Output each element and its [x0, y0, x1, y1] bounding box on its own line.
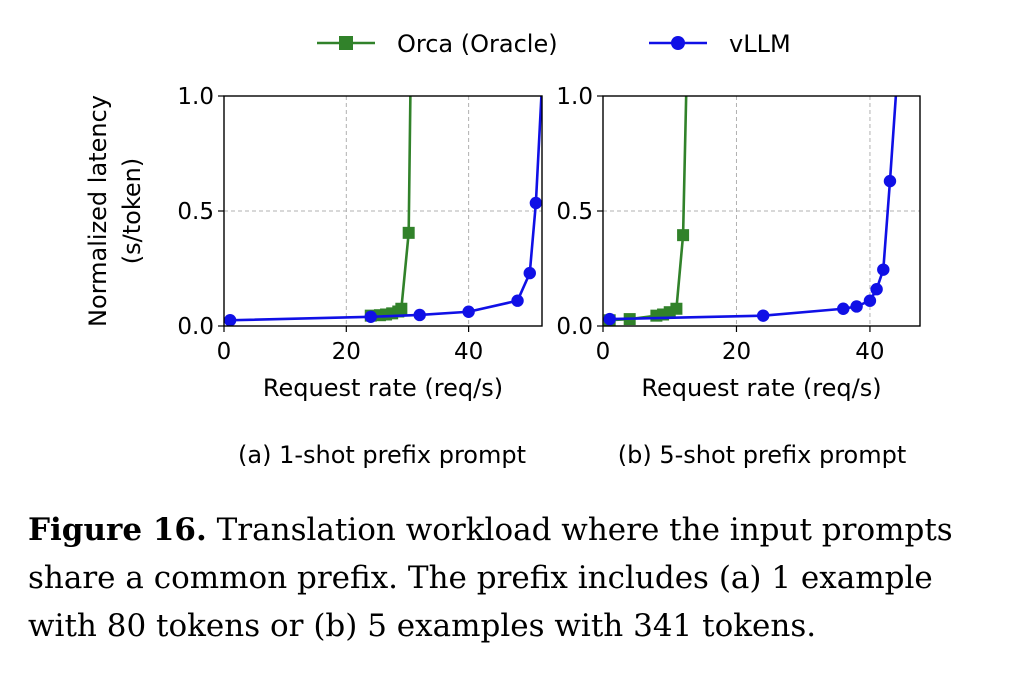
x-tick-label: 0	[217, 339, 232, 365]
legend-item-orca-oracle: Orca (Oracle)	[317, 30, 558, 58]
series-line-vllm	[609, 96, 898, 321]
x-tick-label: 40	[454, 339, 483, 365]
data-point-square	[670, 302, 683, 315]
y-tick-label: 1.0	[556, 84, 593, 110]
x-tick-label: 40	[855, 339, 884, 365]
series-line-orca-oracle	[370, 96, 412, 317]
plot-frame	[223, 95, 543, 327]
figure-caption: Figure 16. Translation workload where th…	[28, 506, 998, 650]
data-point-circle	[850, 300, 863, 313]
data-point-square	[680, 79, 692, 91]
caption-text: Translation workload where the input pro…	[28, 512, 953, 644]
y-tick-label: 0.0	[177, 314, 214, 340]
data-point-square	[405, 79, 417, 91]
x-tick-label: 20	[332, 339, 361, 365]
series-vllm	[224, 78, 548, 326]
data-point-square	[402, 226, 415, 239]
x-tick-label: 0	[596, 339, 611, 365]
legend-marker-circle	[671, 36, 685, 50]
x-tick-label: 20	[722, 339, 751, 365]
chart-panel-b: 0 20 40 0.0 0.5 1.0 Request rate (req/s) (b) 5-…	[556, 78, 921, 469]
y-tick-label: 0.5	[556, 199, 593, 225]
data-point-circle	[890, 78, 902, 90]
data-point-circle	[364, 310, 377, 323]
figure: Orca (Oracle) vLLM 0 20 40 0.0 0.5 1.0 Request …	[84, 30, 921, 469]
legend-label: vLLM	[729, 30, 791, 58]
subcaption-b: (b) 5-shot prefix prompt	[618, 441, 907, 469]
x-axis-label: Request rate (req/s)	[263, 374, 503, 402]
figure-label: Figure 16.	[28, 512, 207, 548]
data-point-circle	[870, 283, 883, 296]
data-point-circle	[756, 309, 770, 322]
y-axis-label: Normalized latency	[84, 95, 112, 327]
chart-panel-a: 0 20 40 0.0 0.5 1.0 Request rate (req/s) Normal…	[84, 78, 548, 469]
y-tick-label: 0.0	[556, 314, 593, 340]
series-line-vllm	[230, 96, 542, 322]
data-point-circle	[462, 305, 475, 318]
data-point-circle	[603, 312, 616, 326]
legend-item-vllm: vLLM	[649, 30, 791, 58]
legend-marker-square	[339, 36, 353, 50]
legend-label: Orca (Oracle)	[397, 30, 558, 58]
series-line-orca-oracle	[609, 96, 688, 322]
series-orca-oracle	[364, 79, 417, 322]
data-point-circle	[224, 314, 237, 326]
legend: Orca (Oracle) vLLM	[317, 30, 791, 58]
data-point-circle	[837, 302, 850, 315]
y-tick-label: 0.5	[177, 199, 214, 225]
data-point-circle	[523, 266, 536, 280]
plot-frame	[602, 95, 921, 327]
subcaption-a: (a) 1-shot prefix prompt	[238, 441, 526, 469]
data-point-circle	[863, 294, 877, 307]
y-axis-label: (s/token)	[118, 158, 146, 264]
data-point-circle	[511, 294, 524, 307]
data-point-circle	[877, 263, 890, 276]
series-orca-oracle	[603, 79, 692, 326]
data-point-square	[677, 229, 690, 242]
data-point-circle	[536, 78, 548, 90]
x-axis-label: Request rate (req/s)	[641, 374, 881, 402]
data-point-circle	[529, 196, 542, 210]
data-point-square	[395, 302, 408, 315]
y-tick-label: 1.0	[177, 84, 214, 110]
data-point-circle	[413, 308, 426, 322]
series-vllm	[603, 78, 902, 326]
data-point-circle	[883, 174, 897, 188]
